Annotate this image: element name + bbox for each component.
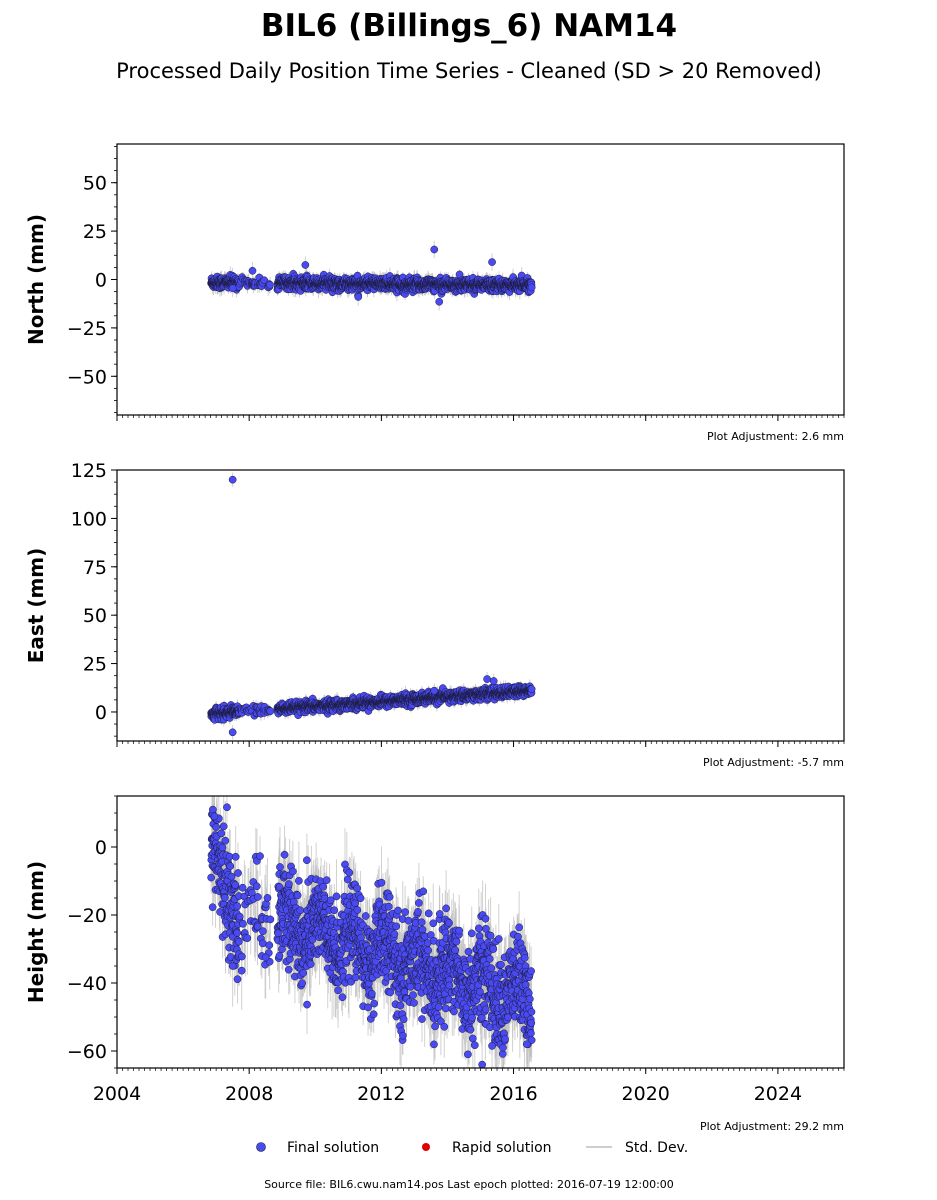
y-tick-label: −25 <box>67 318 107 340</box>
data-point <box>435 297 444 306</box>
panel-0: −50 −25 0 25 50 North (mm) Plot Adjustment: 2.… <box>24 143 845 443</box>
data-point <box>248 266 257 275</box>
data-point <box>488 258 496 266</box>
data-point <box>266 281 274 289</box>
y-tick-label: 50 <box>83 173 107 195</box>
series-final-solution <box>207 472 536 740</box>
series-final-solution <box>207 240 536 311</box>
data-point <box>354 293 363 301</box>
y-tick-label: 25 <box>83 221 107 243</box>
y-axis-label: North (mm) <box>24 214 48 345</box>
chart-subtitle: Processed Daily Position Time Series - C… <box>116 59 822 83</box>
data-point <box>301 261 310 269</box>
plot-adjustment: Plot Adjustment: 2.6 mm <box>707 430 844 443</box>
data-point <box>430 245 439 254</box>
panels: −50 −25 0 25 50 North (mm) Plot Adjustment: 2.… <box>24 143 845 1133</box>
data-point <box>527 283 536 292</box>
chart-title: BIL6 (Billings_6) NAM14 <box>261 8 677 44</box>
data-point <box>228 284 237 293</box>
y-tick-label: 0 <box>95 270 107 292</box>
y-tick-label: −50 <box>67 366 107 388</box>
